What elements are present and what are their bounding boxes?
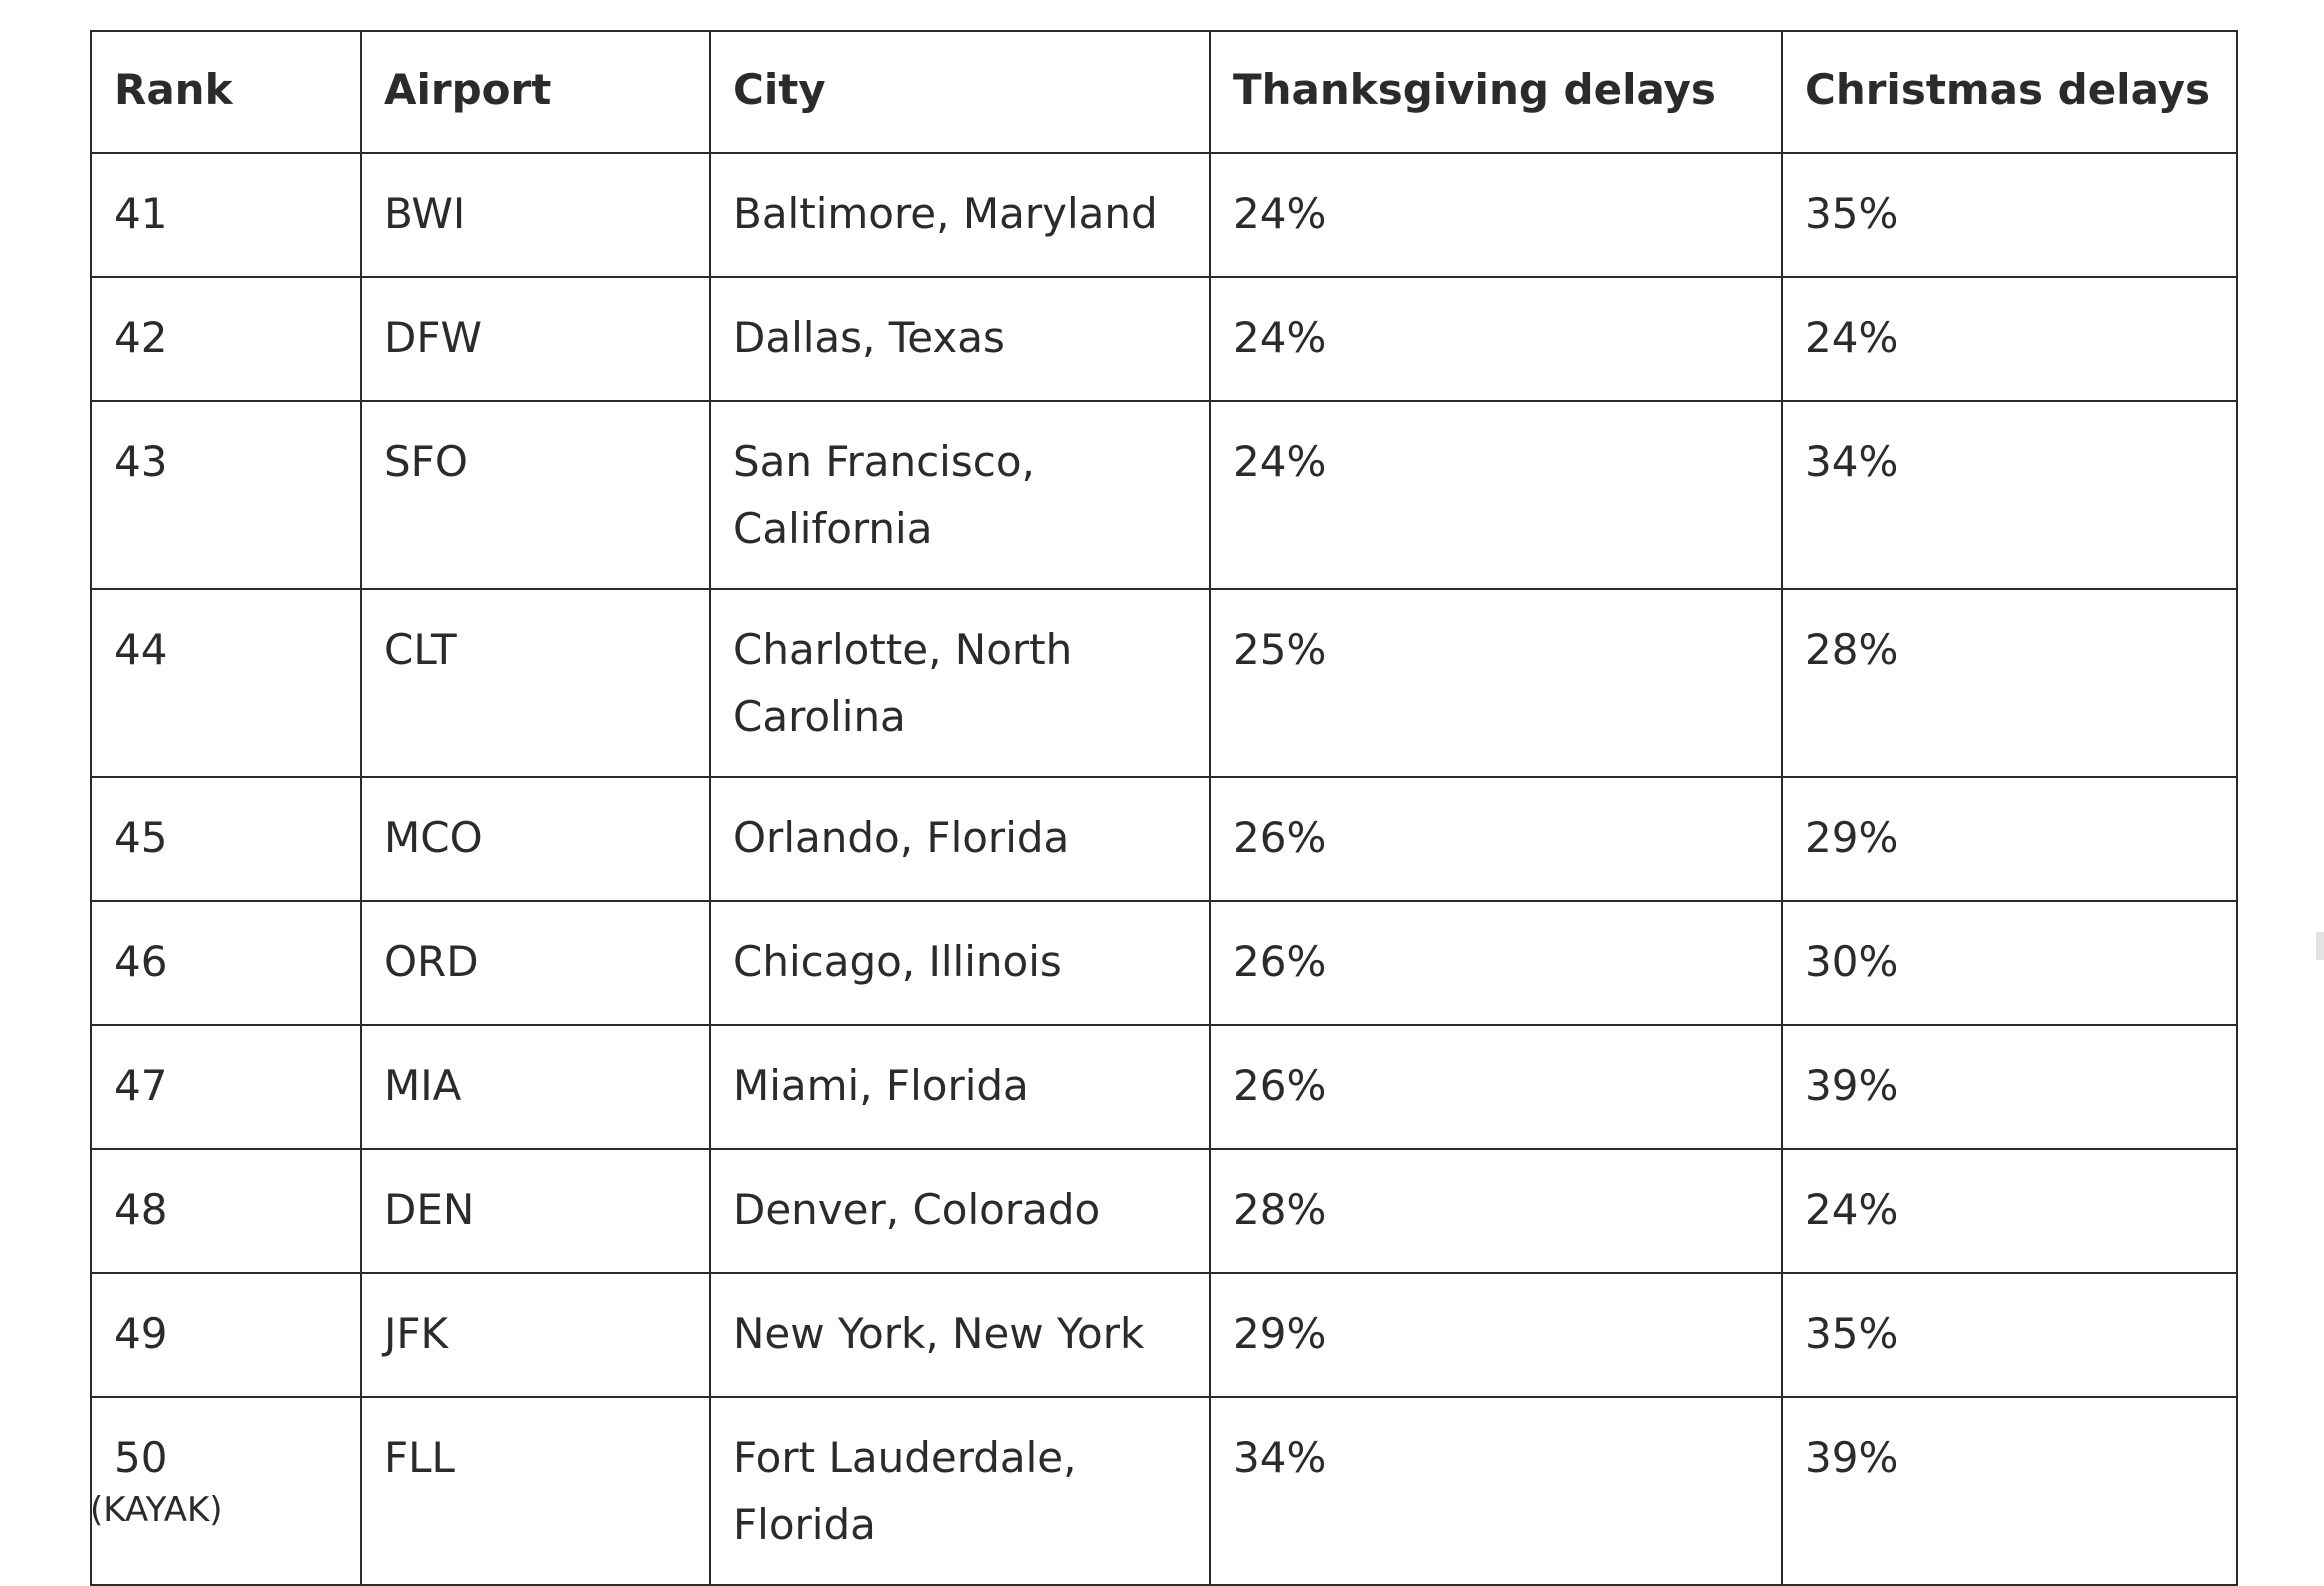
cell-christmas: 34%: [1781, 400, 2238, 590]
cell-christmas: 24%: [1781, 1148, 2238, 1274]
cell-rank: 45: [90, 776, 362, 902]
header-airport: Airport: [360, 30, 711, 154]
table-row: 49 JFK New York, New York 29% 35%: [90, 1272, 2238, 1398]
cell-thanksgiving: 29%: [1209, 1272, 1783, 1398]
table-row: 42 DFW Dallas, Texas 24% 24%: [90, 276, 2238, 402]
cell-rank: 41: [90, 152, 362, 278]
cell-christmas: 39%: [1781, 1396, 2238, 1586]
table-row: 46 ORD Chicago, Illinois 26% 30%: [90, 900, 2238, 1026]
cell-airport: SFO: [360, 400, 711, 590]
cell-rank: 44: [90, 588, 362, 778]
cell-city: New York, New York: [709, 1272, 1211, 1398]
header-thanksgiving-delays: Thanksgiving delays: [1209, 30, 1783, 154]
cell-christmas: 29%: [1781, 776, 2238, 902]
cell-rank: 42: [90, 276, 362, 402]
cell-airport: MIA: [360, 1024, 711, 1150]
cell-airport: ORD: [360, 900, 711, 1026]
header-city: City: [709, 30, 1211, 154]
cell-rank: 48: [90, 1148, 362, 1274]
table-row: 47 MIA Miami, Florida 26% 39%: [90, 1024, 2238, 1150]
header-rank: Rank: [90, 30, 362, 154]
cell-city: Miami, Florida: [709, 1024, 1211, 1150]
cell-christmas: 39%: [1781, 1024, 2238, 1150]
cell-airport: CLT: [360, 588, 711, 778]
table-row: 50 FLL Fort Lauderdale, Florida 34% 39%: [90, 1396, 2238, 1586]
table-row: 44 CLT Charlotte, North Carolina 25% 28%: [90, 588, 2238, 778]
cell-rank: 47: [90, 1024, 362, 1150]
cell-thanksgiving: 26%: [1209, 1024, 1783, 1150]
cell-city: Orlando, Florida: [709, 776, 1211, 902]
table-row: 41 BWI Baltimore, Maryland 24% 35%: [90, 152, 2238, 278]
cell-christmas: 24%: [1781, 276, 2238, 402]
cell-christmas: 30%: [1781, 900, 2238, 1026]
cell-thanksgiving: 26%: [1209, 776, 1783, 902]
scroll-edge-marker: [2316, 932, 2324, 960]
cell-city: San Francisco, California: [709, 400, 1211, 590]
cell-city: Dallas, Texas: [709, 276, 1211, 402]
cell-city: Chicago, Illinois: [709, 900, 1211, 1026]
cell-thanksgiving: 24%: [1209, 152, 1783, 278]
cell-thanksgiving: 25%: [1209, 588, 1783, 778]
cell-airport: DEN: [360, 1148, 711, 1274]
cell-rank: 43: [90, 400, 362, 590]
airport-delays-table: Rank Airport City Thanksgiving delays Ch…: [90, 30, 2238, 1586]
cell-airport: FLL: [360, 1396, 711, 1586]
cell-christmas: 28%: [1781, 588, 2238, 778]
cell-airport: DFW: [360, 276, 711, 402]
cell-christmas: 35%: [1781, 1272, 2238, 1398]
header-christmas-delays: Christmas delays: [1781, 30, 2238, 154]
cell-christmas: 35%: [1781, 152, 2238, 278]
cell-thanksgiving: 34%: [1209, 1396, 1783, 1586]
cell-airport: BWI: [360, 152, 711, 278]
cell-rank: 49: [90, 1272, 362, 1398]
cell-rank: 46: [90, 900, 362, 1026]
table-header-row: Rank Airport City Thanksgiving delays Ch…: [90, 30, 2238, 154]
source-caption: (KAYAK): [90, 1490, 223, 1530]
cell-airport: MCO: [360, 776, 711, 902]
cell-city: Charlotte, North Carolina: [709, 588, 1211, 778]
cell-rank: 50: [90, 1396, 362, 1586]
cell-thanksgiving: 28%: [1209, 1148, 1783, 1274]
cell-airport: JFK: [360, 1272, 711, 1398]
cell-thanksgiving: 26%: [1209, 900, 1783, 1026]
cell-thanksgiving: 24%: [1209, 400, 1783, 590]
airport-delays-table-container: Rank Airport City Thanksgiving delays Ch…: [90, 30, 2238, 1586]
table-row: 43 SFO San Francisco, California 24% 34%: [90, 400, 2238, 590]
table-row: 45 MCO Orlando, Florida 26% 29%: [90, 776, 2238, 902]
cell-city: Baltimore, Maryland: [709, 152, 1211, 278]
table-row: 48 DEN Denver, Colorado 28% 24%: [90, 1148, 2238, 1274]
cell-thanksgiving: 24%: [1209, 276, 1783, 402]
cell-city: Denver, Colorado: [709, 1148, 1211, 1274]
cell-city: Fort Lauderdale, Florida: [709, 1396, 1211, 1586]
